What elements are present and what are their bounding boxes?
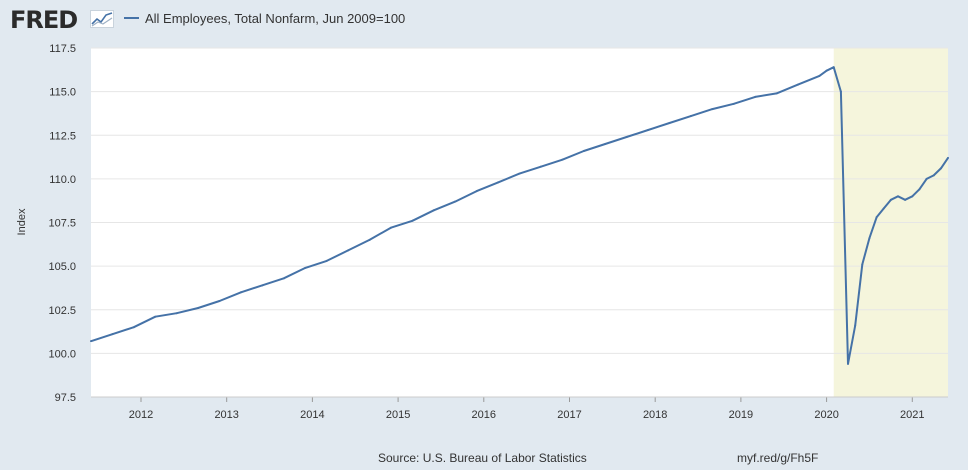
y-tick-label: 115.0 — [49, 87, 76, 99]
data-point — [647, 129, 650, 132]
x-tick-label: 2012 — [129, 409, 153, 421]
data-point — [261, 284, 264, 287]
data-point — [882, 207, 885, 210]
x-tick-label: 2017 — [557, 409, 581, 421]
y-axis: 97.5 100.0 102.5 105.0 107.5 110.0 112.5 115.0 1… — [48, 43, 76, 404]
y-axis-title: Index — [16, 208, 28, 235]
y-tick-label: 112.5 — [49, 130, 76, 142]
data-point — [897, 195, 900, 198]
data-point — [389, 226, 392, 229]
x-axis: 2012 2013 2014 2015 2016 2017 2018 2019 2020 2021 — [91, 396, 948, 421]
line-chart-icon — [90, 10, 114, 28]
data-point — [947, 156, 949, 159]
data-point — [668, 122, 671, 125]
data-point — [868, 237, 871, 240]
chart-header: FRED All Employees, Total Nonfarm, Jun 2… — [0, 0, 968, 40]
y-tick-label: 100.0 — [48, 348, 76, 360]
data-point — [889, 198, 892, 201]
data-point — [111, 333, 114, 336]
data-point — [825, 69, 828, 72]
data-point — [282, 277, 285, 280]
data-point — [347, 249, 350, 252]
data-point — [604, 142, 607, 145]
data-point — [918, 188, 921, 191]
data-point — [832, 66, 835, 69]
data-point — [797, 83, 800, 86]
data-point — [854, 324, 857, 327]
data-point — [411, 219, 414, 222]
data-point — [154, 315, 157, 318]
data-point — [847, 362, 850, 365]
x-tick-label: 2014 — [300, 409, 324, 421]
x-tick-label: 2019 — [729, 409, 753, 421]
data-point — [932, 174, 935, 177]
source-credit: Source: U.S. Bureau of Labor Statistics — [378, 451, 587, 465]
data-point — [911, 195, 914, 198]
fred-logo[interactable]: FRED — [10, 6, 78, 34]
x-tick-label: 2018 — [643, 409, 667, 421]
data-point — [90, 340, 92, 343]
legend-swatch — [124, 17, 139, 20]
data-point — [132, 326, 135, 329]
short-link[interactable]: myf.red/g/Fh5F — [737, 451, 819, 465]
x-tick-label: 2013 — [214, 409, 238, 421]
data-point — [239, 291, 242, 294]
data-point — [561, 158, 564, 161]
data-point — [689, 115, 692, 118]
data-point — [368, 238, 371, 241]
data-point — [754, 95, 757, 98]
data-point — [197, 307, 200, 310]
legend-label: All Employees, Total Nonfarm, Jun 2009=1… — [145, 11, 406, 26]
data-point — [539, 165, 542, 168]
y-tick-label: 105.0 — [48, 261, 76, 273]
data-point — [625, 135, 628, 138]
data-point — [518, 172, 521, 175]
data-point — [939, 167, 942, 170]
y-tick-label: 102.5 — [48, 305, 76, 317]
x-tick-label: 2021 — [900, 409, 924, 421]
data-point — [304, 266, 307, 269]
data-point — [732, 102, 735, 105]
y-tick-label: 97.5 — [55, 392, 76, 404]
y-tick-label: 107.5 — [48, 218, 76, 230]
data-point — [497, 181, 500, 184]
data-point — [325, 259, 328, 262]
data-point — [861, 263, 864, 266]
y-tick-label: 110.0 — [49, 174, 76, 186]
data-point — [818, 74, 821, 77]
data-point — [875, 216, 878, 219]
data-point — [839, 90, 842, 93]
data-point — [582, 149, 585, 152]
x-tick-label: 2020 — [814, 409, 838, 421]
series-layer — [90, 66, 949, 365]
data-point — [175, 312, 178, 315]
y-tick-label: 117.5 — [49, 43, 76, 55]
data-point — [711, 108, 714, 111]
data-point — [925, 177, 928, 180]
chart-legend: All Employees, Total Nonfarm, Jun 2009=1… — [124, 11, 405, 27]
data-point — [775, 92, 778, 95]
data-point — [432, 209, 435, 212]
x-tick-label: 2015 — [386, 409, 410, 421]
data-point — [475, 190, 478, 193]
data-point — [904, 198, 907, 201]
data-point — [454, 200, 457, 203]
x-tick-label: 2016 — [472, 409, 496, 421]
data-point — [218, 300, 221, 303]
